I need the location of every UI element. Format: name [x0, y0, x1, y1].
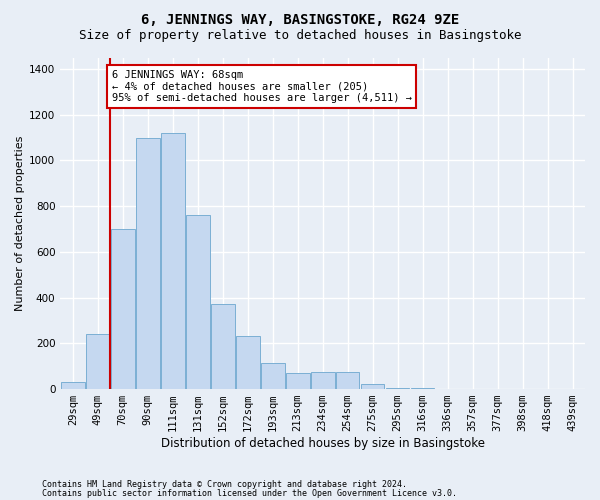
Bar — [136, 138, 160, 389]
Bar — [311, 372, 335, 389]
Text: 6, JENNINGS WAY, BASINGSTOKE, RG24 9ZE: 6, JENNINGS WAY, BASINGSTOKE, RG24 9ZE — [141, 12, 459, 26]
Bar — [111, 229, 134, 389]
Bar — [336, 372, 359, 389]
Bar — [186, 216, 209, 389]
Bar — [361, 384, 385, 389]
Text: Contains HM Land Registry data © Crown copyright and database right 2024.: Contains HM Land Registry data © Crown c… — [42, 480, 407, 489]
Text: 6 JENNINGS WAY: 68sqm
← 4% of detached houses are smaller (205)
95% of semi-deta: 6 JENNINGS WAY: 68sqm ← 4% of detached h… — [112, 70, 412, 103]
Bar — [411, 388, 434, 389]
Bar — [61, 382, 85, 389]
Bar — [236, 336, 260, 389]
Text: Contains public sector information licensed under the Open Government Licence v3: Contains public sector information licen… — [42, 489, 457, 498]
Bar — [211, 304, 235, 389]
Y-axis label: Number of detached properties: Number of detached properties — [15, 136, 25, 311]
Bar — [86, 334, 110, 389]
Bar — [386, 388, 409, 389]
Text: Size of property relative to detached houses in Basingstoke: Size of property relative to detached ho… — [79, 29, 521, 42]
Bar — [286, 373, 310, 389]
Bar — [261, 363, 284, 389]
Bar — [161, 133, 185, 389]
X-axis label: Distribution of detached houses by size in Basingstoke: Distribution of detached houses by size … — [161, 437, 485, 450]
